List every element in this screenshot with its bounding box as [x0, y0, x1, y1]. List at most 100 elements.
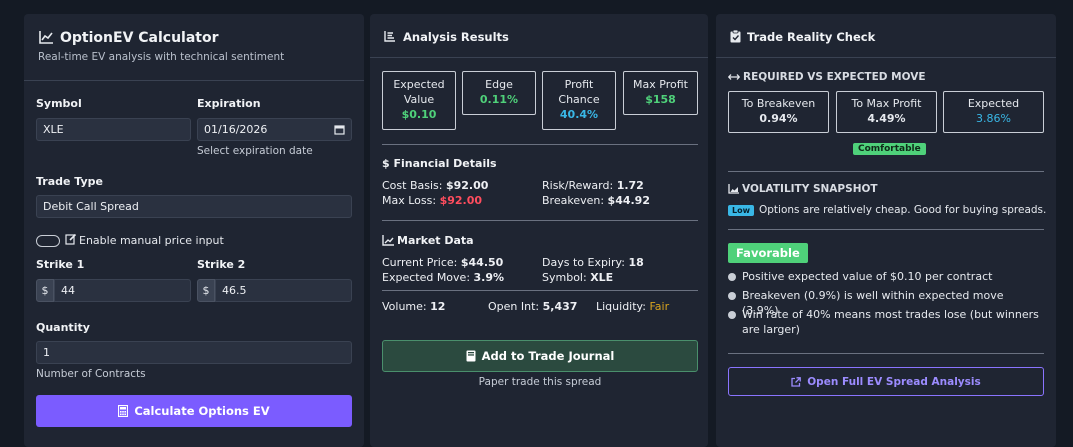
open-full-analysis-button[interactable]: Open Full EV Spread Analysis [728, 367, 1044, 396]
metric-expected-value: Expected Value $0.10 [382, 71, 456, 130]
req-to-max-profit: To Max Profit 4.49% [836, 91, 937, 133]
calculator-icon [118, 405, 129, 417]
divider [382, 290, 698, 291]
market-symbol: Symbol: XLE [542, 271, 613, 284]
comfort-badge: Comfortable [853, 143, 926, 155]
edit-icon [65, 233, 77, 245]
metric-label: Edge [485, 78, 513, 91]
open-interest: Open Int: 5,437 [488, 300, 577, 313]
expected-move-label: Expected Move: [382, 271, 471, 284]
calculator-panel: OptionEV Calculator Real-time EV analysi… [24, 14, 364, 447]
header-divider [370, 57, 708, 58]
manual-price-label: Enable manual price input [79, 234, 224, 247]
breakeven-value: $44.92 [607, 194, 650, 207]
market-data-title: Market Data [397, 234, 474, 247]
strike1-dollar-addon: $ [36, 279, 54, 302]
liquidity: Liquidity: Fair [596, 300, 669, 313]
calculate-button[interactable]: Calculate Options EV [36, 395, 352, 427]
cost-basis-label: Cost Basis: [382, 179, 443, 192]
strike1-label: Strike 1 [36, 258, 85, 271]
analysis-title: Analysis Results [403, 30, 509, 44]
cost-basis: Cost Basis: $92.00 [382, 179, 488, 192]
bar-chart-icon [382, 235, 394, 246]
expected-move-value: 3.9% [473, 271, 505, 284]
trade-type-label: Trade Type [36, 175, 104, 188]
expiration-date-input[interactable]: 01/16/2026 [197, 118, 352, 141]
bullet-dot [728, 273, 736, 281]
req-to-breakeven: To Breakeven 0.94% [728, 91, 829, 133]
days-to-expiry: Days to Expiry: 18 [542, 256, 644, 269]
days-to-expiry-label: Days to Expiry: [542, 256, 625, 269]
divider [382, 220, 698, 221]
open-full-analysis-label: Open Full EV Spread Analysis [807, 375, 981, 388]
breakeven-label: Breakeven: [542, 194, 605, 207]
liquidity-value: Fair [649, 300, 670, 313]
divider [728, 353, 1044, 354]
manual-price-toggle[interactable] [36, 235, 60, 247]
trade-type-value: Debit Call Spread [43, 200, 139, 213]
verdict-bullet: Positive expected value of $0.10 per con… [742, 270, 993, 283]
divider [382, 144, 698, 145]
verdict-bullet: Win rate of 40% means most trades lose (… [742, 308, 1039, 336]
volume-value: 12 [430, 300, 446, 313]
volatility-badge: Low [728, 205, 754, 216]
max-loss-value: $92.00 [439, 194, 483, 207]
quantity-value: 1 [43, 346, 50, 359]
area-chart-icon [728, 184, 739, 194]
liquidity-label: Liquidity: [596, 300, 646, 313]
verdict-bullet: Breakeven (0.9%) is well within expected… [742, 289, 1004, 317]
market-symbol-label: Symbol: [542, 271, 587, 284]
reality-check-title: Trade Reality Check [747, 30, 876, 44]
metric-label: Max Profit [633, 78, 688, 91]
volatility-text: Options are relatively cheap. Good for b… [759, 204, 1047, 216]
metric-value: 0.11% [479, 93, 519, 106]
clipboard-check-icon [730, 30, 741, 43]
required-vs-expected-title: REQUIRED VS EXPECTED MOVE [743, 71, 926, 83]
strike1-input[interactable]: 44 [54, 279, 191, 302]
symbol-label: Symbol [36, 97, 82, 110]
current-price: Current Price: $44.50 [382, 256, 503, 269]
quantity-label: Quantity [36, 321, 90, 334]
breakeven: Breakeven: $44.92 [542, 194, 650, 207]
expiration-value: 01/16/2026 [204, 123, 268, 136]
journal-hint: Paper trade this spread [478, 376, 602, 388]
expiration-label: Expiration [197, 97, 261, 110]
risk-reward-value: 1.72 [616, 179, 644, 192]
quantity-input[interactable]: 1 [36, 341, 352, 364]
strike2-input[interactable]: 46.5 [215, 279, 352, 302]
max-loss: Max Loss: $92.00 [382, 194, 482, 207]
expiration-hint: Select expiration date [197, 145, 313, 157]
open-interest-value: 5,437 [542, 300, 578, 313]
strike2-label: Strike 2 [197, 258, 246, 271]
current-price-value: $44.50 [460, 256, 504, 269]
metric-max-profit: Max Profit $158 [623, 71, 698, 115]
metric-label: Profit Chance [558, 78, 600, 106]
trade-type-select[interactable]: Debit Call Spread [36, 195, 352, 218]
header-divider [24, 80, 364, 81]
header-divider [716, 57, 1056, 58]
req-label: Expected [967, 97, 1020, 110]
chart-line-icon [38, 29, 54, 45]
bullet-dot [728, 311, 736, 319]
days-to-expiry-value: 18 [628, 256, 644, 269]
symbol-input[interactable]: XLE [36, 118, 191, 141]
metric-value: 40.4% [559, 108, 599, 121]
req-value: 3.86% [976, 112, 1011, 125]
metric-edge: Edge 0.11% [462, 71, 536, 115]
req-expected: Expected 3.86% [943, 91, 1044, 133]
metric-label: Expected Value [393, 78, 445, 106]
divider [728, 171, 1044, 172]
req-value: 4.49% [867, 112, 906, 125]
trade-reality-panel: Trade Reality Check REQUIRED VS EXPECTED… [716, 14, 1056, 447]
risk-reward: Risk/Reward: 1.72 [542, 179, 644, 192]
open-interest-label: Open Int: [488, 300, 540, 313]
strike2-value: 46.5 [222, 284, 247, 297]
symbol-value: XLE [43, 123, 64, 136]
max-loss-label: Max Loss: [382, 194, 437, 207]
cost-basis-value: $92.00 [445, 179, 489, 192]
analysis-results-panel: Analysis Results Expected Value $0.10 Ed… [370, 14, 708, 447]
external-link-icon [791, 376, 802, 387]
calendar-icon[interactable] [334, 124, 345, 135]
add-to-journal-button[interactable]: Add to Trade Journal [382, 340, 698, 372]
quantity-hint: Number of Contracts [36, 368, 146, 380]
